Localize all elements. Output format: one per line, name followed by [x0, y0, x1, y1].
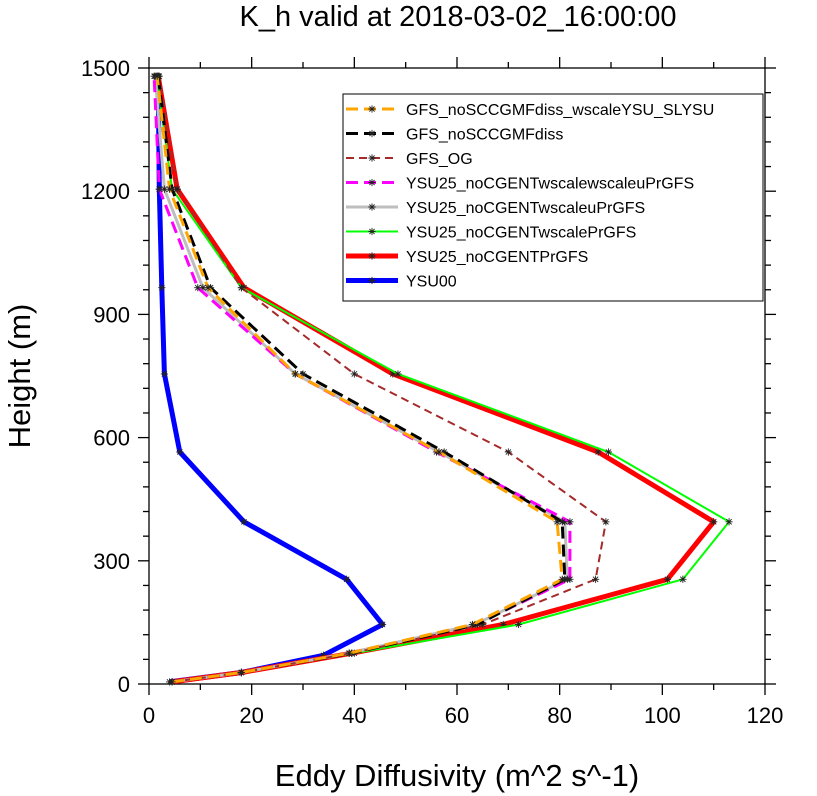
series-marker-5 — [725, 518, 733, 526]
legend-marker-4 — [368, 203, 376, 211]
series-marker-7 — [160, 370, 168, 378]
series-marker-6 — [663, 575, 672, 583]
series-marker-4 — [160, 185, 168, 193]
series-marker-0 — [435, 448, 443, 456]
series-marker-2 — [173, 185, 181, 193]
y-axis-label: Height (m) — [2, 304, 37, 449]
legend-label-7: YSU00 — [406, 274, 457, 291]
series-marker-1 — [558, 518, 566, 526]
series-marker-4 — [199, 284, 207, 292]
series-marker-7 — [176, 448, 184, 456]
series-marker-5 — [394, 370, 402, 378]
axis-ticks — [138, 57, 776, 695]
series-marker-6 — [710, 518, 718, 526]
series-marker-1 — [299, 370, 307, 378]
series-marker-7 — [240, 518, 248, 526]
series-line-0 — [155, 76, 564, 684]
legend-marker-5 — [368, 227, 376, 236]
legend-label-6: YSU25_noCGENTPrGFS — [406, 249, 588, 266]
series-marker-0 — [165, 185, 174, 193]
series-marker-7 — [158, 284, 166, 292]
series-marker-2 — [237, 284, 245, 292]
x-tick-label: 20 — [239, 703, 263, 728]
series-marker-1 — [440, 448, 448, 456]
y-tick-label: 600 — [93, 426, 130, 451]
legend-label-5: YSU25_noCGENTwscalePrGFS — [406, 225, 636, 242]
legend-label-1: GFS_noSCCGMFdiss — [406, 127, 563, 144]
series-marker-5 — [679, 575, 687, 583]
series-marker-3 — [155, 185, 163, 193]
series-marker-0 — [468, 620, 476, 629]
series-marker-2 — [592, 575, 600, 583]
series-marker-2 — [479, 620, 487, 629]
legend-marker-7 — [368, 276, 376, 285]
y-tick-label: 0 — [118, 672, 130, 697]
y-tick-label: 1500 — [81, 56, 130, 81]
legend-label-2: GFS_OG — [406, 151, 473, 168]
series-marker-3 — [194, 284, 202, 292]
x-tick-label: 40 — [342, 703, 366, 728]
x-tick-label: 120 — [747, 703, 784, 728]
legend-marker-1 — [368, 129, 376, 138]
legend-label-4: YSU25_noCGENTwscaleuPrGFS — [406, 200, 645, 217]
x-tick-label: 80 — [547, 703, 571, 728]
series-marker-7 — [378, 620, 387, 629]
series-marker-3 — [566, 518, 574, 526]
series-marker-5 — [604, 448, 613, 456]
x-tick-label: 0 — [143, 703, 155, 728]
series-marker-0 — [237, 668, 245, 677]
legend: GFS_noSCCGMFdiss_wscaleYSU_SLYSU GFS_noSC… — [342, 93, 764, 302]
legend-label-0: GFS_noSCCGMFdiss_wscaleYSU_SLYSU — [406, 102, 714, 119]
y-tick-label: 1200 — [81, 179, 130, 204]
series-marker-1 — [473, 620, 482, 629]
legend-marker-6 — [368, 252, 376, 260]
series-marker-5 — [515, 620, 523, 629]
series-marker-3 — [566, 575, 574, 583]
series-marker-6 — [594, 448, 602, 456]
legend-label-3: YSU25_noCGENTwscalewscaleuPrGFS — [406, 176, 694, 193]
series-marker-0 — [153, 72, 161, 80]
series-marker-2 — [350, 370, 358, 378]
series-marker-0 — [553, 518, 561, 526]
y-tick-label: 300 — [93, 549, 130, 574]
chart-title: K_h valid at 2018-03-02_16:00:00 — [240, 1, 677, 33]
x-tick-label: 100 — [644, 703, 681, 728]
series-marker-0 — [204, 284, 212, 292]
x-tick-label: 60 — [445, 703, 469, 728]
series-marker-0 — [558, 575, 566, 583]
series-marker-6 — [389, 370, 397, 378]
series-lines — [150, 72, 733, 686]
x-axis-label: Eddy Diffusivity (m^2 s^-1) — [275, 758, 639, 793]
legend-marker-3 — [368, 178, 376, 187]
series-marker-0 — [345, 649, 353, 657]
series-marker-6 — [499, 620, 507, 629]
series-marker-0 — [168, 678, 176, 686]
legend-marker-0 — [368, 105, 376, 113]
legend-box — [342, 93, 764, 302]
series-marker-7 — [343, 575, 351, 583]
series-marker-2 — [504, 448, 512, 456]
series-marker-2 — [602, 518, 610, 526]
legend-marker-2 — [368, 154, 376, 162]
series-marker-7 — [319, 651, 328, 659]
series-marker-0 — [291, 370, 299, 378]
y-tick-label: 900 — [93, 302, 130, 327]
